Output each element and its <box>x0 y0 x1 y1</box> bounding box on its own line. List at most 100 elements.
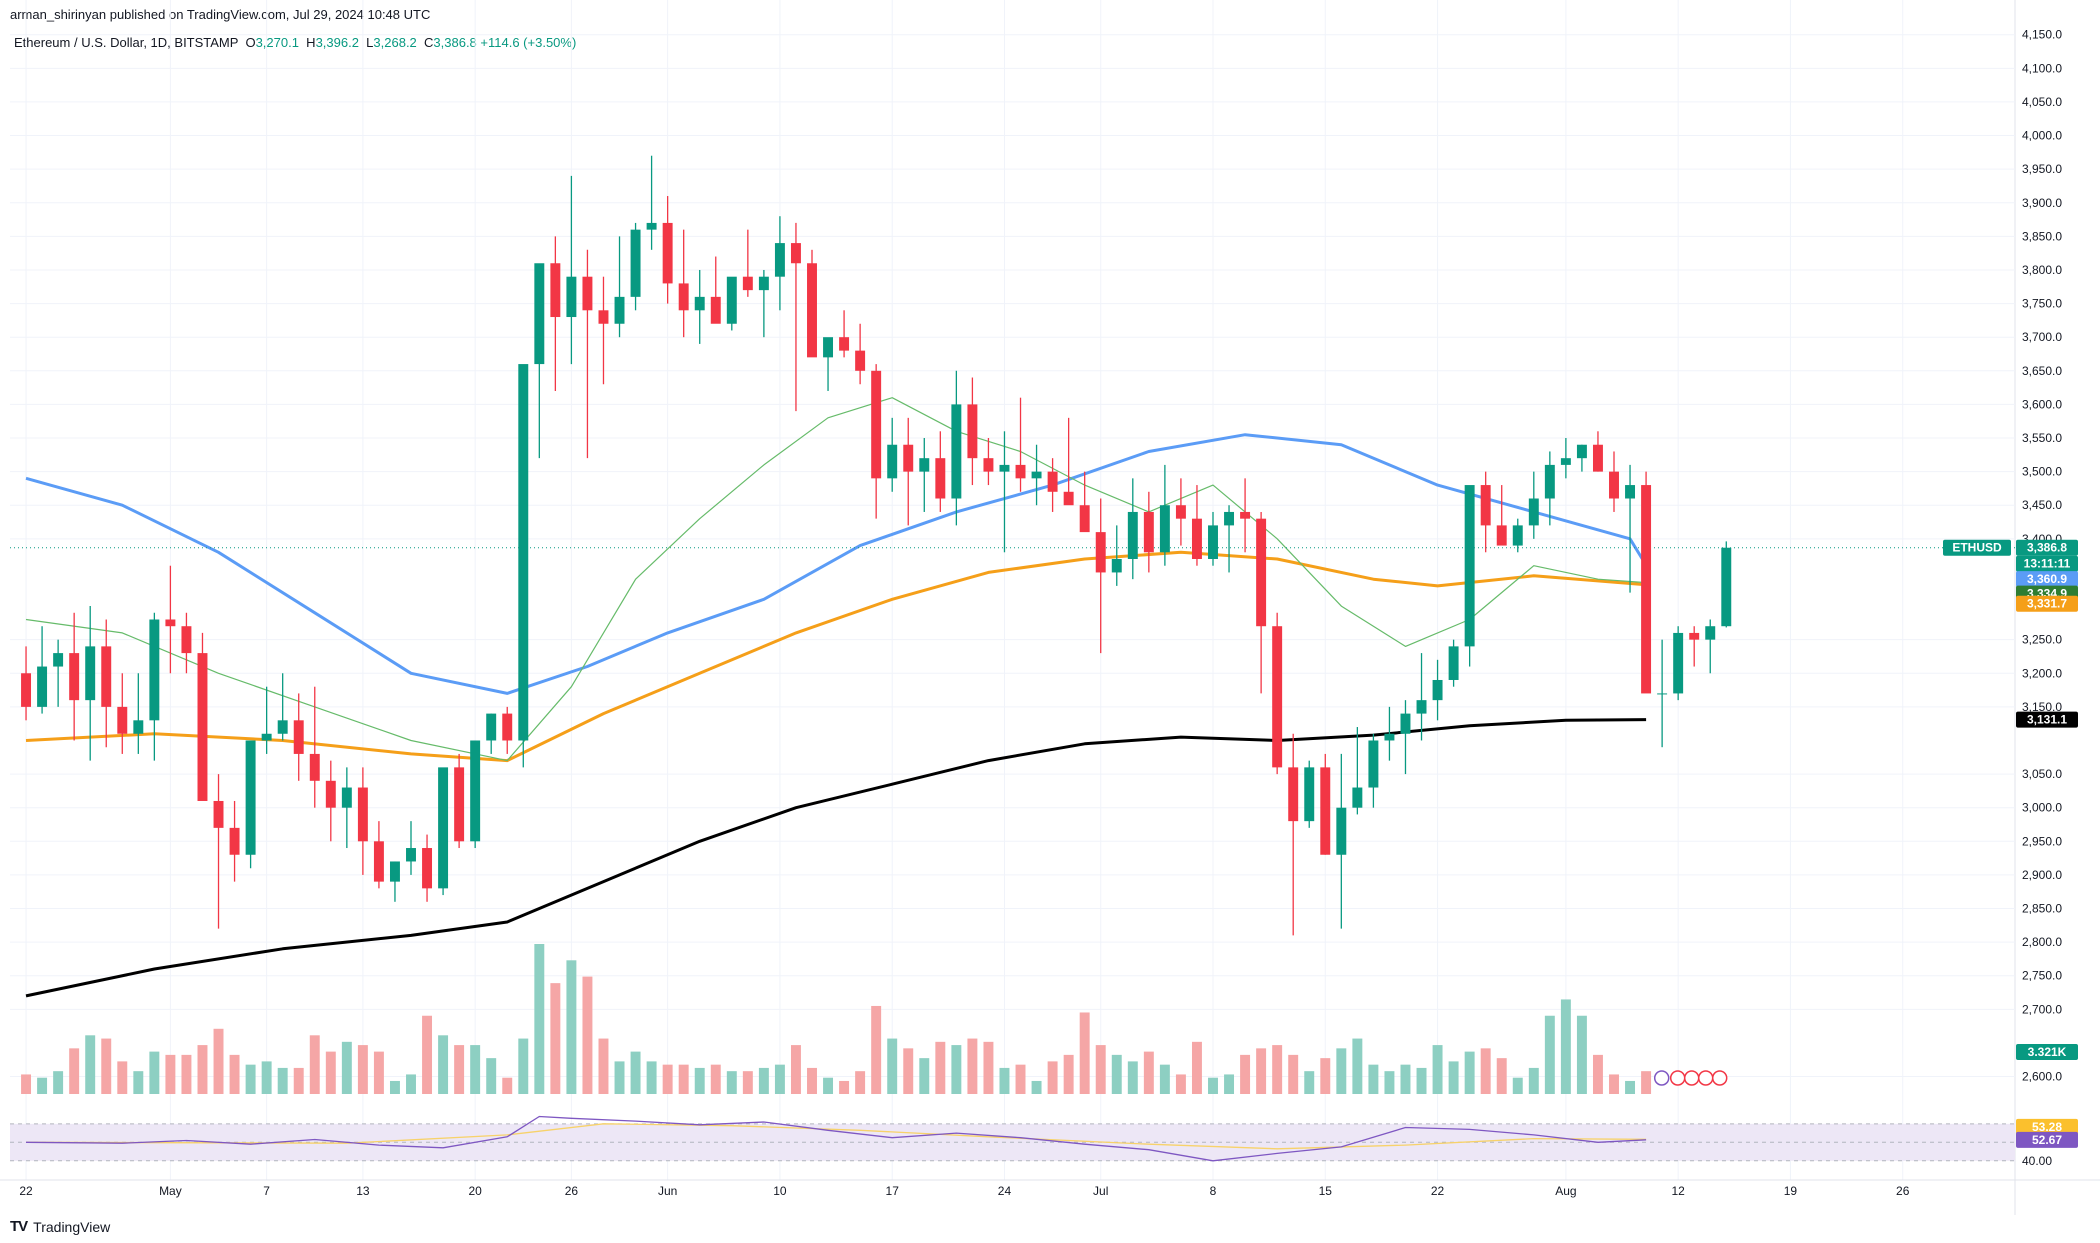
y-tick-label: 2,750.0 <box>2022 969 2062 983</box>
y-tick-label: 4,100.0 <box>2022 61 2062 75</box>
y-tick-label: 2,900.0 <box>2022 868 2062 882</box>
candle-body <box>470 740 481 842</box>
candle-body <box>1047 471 1058 492</box>
ma100-badge-bg <box>2016 595 2078 612</box>
x-tick-label: 24 <box>998 1184 1012 1198</box>
rsi-badge: 52.67 <box>2032 1133 2062 1147</box>
candle-body <box>1609 471 1619 499</box>
volume-bar <box>598 1038 609 1094</box>
volume-bar <box>1127 1061 1138 1094</box>
candle-body <box>1272 626 1283 768</box>
ohlc-low: L3,268.2 <box>362 35 417 50</box>
candle-body <box>1320 767 1331 855</box>
candle-body <box>1432 679 1443 701</box>
ma200-badge: 3,131.1 <box>2027 713 2067 727</box>
candle-body <box>422 848 433 889</box>
x-tick-label: 26 <box>565 1184 579 1198</box>
candle-body <box>1576 444 1587 459</box>
footer-brand[interactable]: TV TradingView <box>10 1218 110 1235</box>
candle-body <box>1560 458 1571 465</box>
volume-bar <box>21 1074 32 1094</box>
time-axis[interactable]: 22 May 7 13 20 26 Jun 10 17 24 Jul 8 15 22 Aug 12 19 26 <box>0 1179 2100 1198</box>
candle-body <box>1368 740 1379 788</box>
volume-bar <box>213 1028 224 1094</box>
candle-body <box>807 263 817 358</box>
candle-body <box>1384 733 1395 741</box>
volume-bar <box>1448 1061 1459 1094</box>
y-tick-label: 4,050.0 <box>2022 95 2062 109</box>
candle-body <box>999 464 1010 472</box>
volume-bar <box>1159 1064 1170 1094</box>
candle-body <box>341 787 352 808</box>
y-tick-label: 3,900.0 <box>2022 196 2062 210</box>
rsi-badge-bg <box>2016 1131 2078 1148</box>
price-axis[interactable]: 4,150.0 4,100.0 4,050.0 4,000.0 3,950.0 3,900… <box>2022 28 2062 1084</box>
x-tick-label: 22 <box>19 1184 33 1198</box>
volume-bar <box>1352 1038 1363 1094</box>
y-tick-label: 4,150.0 <box>2022 28 2062 42</box>
tradingview-logo-icon: TV <box>10 1218 28 1235</box>
volume-badge: 3.321K <box>2028 1045 2067 1059</box>
volume-bar <box>1416 1067 1427 1094</box>
volume-bar <box>1336 1048 1347 1094</box>
volume-bar <box>149 1051 160 1094</box>
candle-body <box>373 841 384 882</box>
volume-bar <box>309 1035 320 1094</box>
volume-bar <box>1384 1071 1395 1094</box>
candle-body <box>149 619 160 721</box>
volume-bar <box>197 1045 208 1094</box>
candle-body <box>37 666 48 707</box>
candle-body <box>598 310 609 324</box>
volume-bar <box>742 1071 753 1094</box>
y-tick-label: 3,950.0 <box>2022 162 2062 176</box>
volume-bar <box>1224 1074 1235 1094</box>
y-tick-label: 3,000.0 <box>2022 801 2062 815</box>
candle-body <box>1673 632 1684 694</box>
candle-body <box>1111 559 1122 573</box>
volume-bar <box>117 1061 128 1094</box>
volume-bar <box>245 1064 256 1094</box>
symbol-legend: Ethereum / U.S. Dollar, 1D, BITSTAMP O3,… <box>14 35 576 50</box>
volume-bar <box>1240 1054 1251 1094</box>
candle-body <box>69 653 80 701</box>
y-tick-label: 3,500.0 <box>2022 465 2062 479</box>
candle-body <box>1031 471 1042 479</box>
candle-body <box>646 222 657 230</box>
rsi-ma-line <box>25 1123 1647 1150</box>
us-flag-icon <box>1697 1070 1714 1086</box>
us-flag-icon <box>1669 1070 1686 1086</box>
candle-body <box>1288 767 1299 822</box>
countdown-badge: 13:11:11 <box>2024 557 2071 571</box>
volume-bar <box>389 1080 400 1094</box>
volume-bar <box>1063 1054 1074 1094</box>
volume-bar <box>807 1067 817 1094</box>
candle-body <box>871 370 882 479</box>
volume-bars <box>21 944 1652 1094</box>
candle-body <box>1400 713 1411 734</box>
last-price-badge: 3,386.8 <box>2027 541 2067 555</box>
volume-bar <box>325 1051 336 1094</box>
x-tick-label: 7 <box>263 1184 270 1198</box>
price-badges: ETHUSD 3,386.813:11:113,360.93,334.93,331… <box>1943 539 2078 1168</box>
volume-bar <box>774 1064 785 1094</box>
candle-body <box>1336 807 1347 855</box>
volume-bar <box>999 1067 1010 1094</box>
candle-body <box>678 283 689 311</box>
x-tick-label: 13 <box>356 1184 370 1198</box>
candle-body <box>1625 485 1636 499</box>
volume-bar <box>630 1051 641 1094</box>
price-change: +114.6 (+3.50%) <box>480 35 577 50</box>
y-tick-label: 2,800.0 <box>2022 935 2062 949</box>
candle-body <box>53 653 64 667</box>
candle-body <box>582 276 593 311</box>
event-flags[interactable] <box>1653 1070 1728 1086</box>
volume-bar <box>438 1035 449 1094</box>
candle-body <box>1689 632 1700 640</box>
candle-body <box>1352 787 1363 808</box>
volume-bar <box>470 1045 481 1094</box>
x-tick-label: 15 <box>1319 1184 1333 1198</box>
candle-body <box>1256 518 1267 627</box>
ma-line <box>25 433 1648 695</box>
y-tick-label: 3,800.0 <box>2022 263 2062 277</box>
